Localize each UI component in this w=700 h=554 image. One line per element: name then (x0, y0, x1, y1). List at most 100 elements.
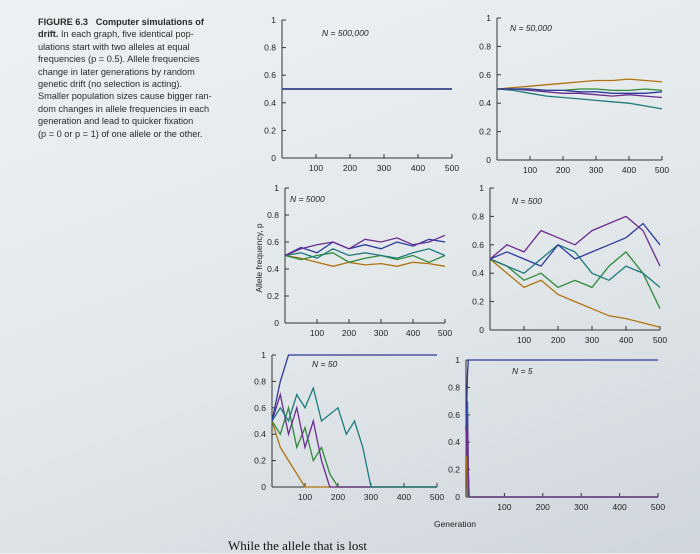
series-line-orange (284, 254, 446, 267)
y-tick-label: 0.8 (448, 382, 460, 392)
x-tick-label: 100 (523, 165, 537, 175)
x-tick-label: 200 (342, 328, 356, 338)
y-tick-label: 0.8 (472, 211, 484, 221)
series-line-purple (271, 392, 437, 488)
y-tick-label: 1 (479, 183, 484, 193)
panel-title: N = 50,000 (510, 23, 552, 33)
x-tick-label: 300 (377, 163, 391, 173)
y-tick-label: 0.4 (267, 264, 279, 274)
series-line-teal (271, 385, 437, 488)
x-tick-label: 400 (411, 163, 425, 173)
y-tick-label: 0.8 (264, 43, 276, 53)
series-line-purple (489, 215, 661, 267)
x-tick-label: 500 (438, 328, 452, 338)
x-tick-label: 200 (343, 163, 357, 173)
caption-line: Smaller population sizes cause bigger ra… (38, 91, 212, 102)
x-tick-label: 100 (298, 492, 312, 502)
x-tick-label: 100 (310, 328, 324, 338)
series-line-orange (271, 420, 437, 488)
series-line-green (465, 414, 658, 498)
y-tick-label: 0 (261, 482, 266, 492)
x-tick-label: 500 (430, 492, 444, 502)
x-tick-label: 300 (574, 502, 588, 512)
y-tick-label: 0.2 (254, 456, 266, 466)
figure-caption: FIGURE 6.3 Computer simulations of drift… (38, 16, 268, 140)
y-tick-label: 1 (271, 15, 276, 25)
x-tick-label: 400 (622, 165, 636, 175)
y-tick-label: 0.4 (472, 268, 484, 278)
x-tick-label: 500 (445, 163, 459, 173)
caption-line: frequencies (p = 0.5). Allele frequencie… (38, 54, 200, 65)
x-tick-label: 100 (497, 502, 511, 512)
x-tick-label: 200 (556, 165, 570, 175)
y-tick-label: 1 (455, 355, 460, 365)
caption-line: genetic drift (no selection is acting). (38, 79, 183, 90)
y-tick-label: 0.4 (479, 98, 491, 108)
x-tick-label: 500 (651, 502, 665, 512)
y-tick-label: 0.2 (267, 291, 279, 301)
series-line-orange (465, 428, 658, 498)
series-line-blue (489, 222, 661, 267)
x-tick-label: 500 (653, 335, 667, 345)
y-tick-label: 1 (274, 183, 279, 193)
y-tick-label: 0.2 (472, 297, 484, 307)
y-tick-label: 0.6 (254, 403, 266, 413)
x-tick-label: 100 (517, 335, 531, 345)
y-tick-label: 1 (486, 13, 491, 23)
caption-heading-end: drift. (38, 29, 59, 40)
caption-line: (p = 0 or p = 1) of one allele or the ot… (38, 128, 203, 139)
caption-line: ulations start with two alleles at equal (38, 41, 190, 52)
series-line-purple (465, 414, 658, 498)
series-line-purple (284, 234, 446, 257)
x-tick-label: 400 (406, 328, 420, 338)
y-tick-label: 1 (261, 350, 266, 360)
series-line-purple (497, 88, 663, 99)
caption-line: change in later generations by random (38, 66, 195, 77)
series-line-blue (271, 354, 437, 422)
series-line-blue (497, 88, 663, 94)
y-tick-label: 0.8 (254, 376, 266, 386)
series-line-blue (465, 359, 658, 429)
series-line-green (271, 405, 437, 488)
y-tick-label: 0.4 (254, 429, 266, 439)
x-tick-label: 200 (331, 492, 345, 502)
y-tick-label: 0.8 (479, 41, 491, 51)
x-tick-label: 300 (374, 328, 388, 338)
y-tick-label: 0.2 (479, 127, 491, 137)
y-tick-label: 0.4 (264, 98, 276, 108)
y-tick-label: 0 (274, 318, 279, 328)
x-tick-label: 400 (397, 492, 411, 502)
panel-title: N = 500,000 (322, 28, 369, 38)
y-tick-label: 0.6 (267, 237, 279, 247)
panel-title: N = 500 (512, 196, 542, 206)
caption-heading: Computer simulations of (95, 17, 204, 27)
series-line-orange (489, 258, 661, 328)
y-tick-label: 0.6 (479, 70, 491, 80)
panel-title: N = 5000 (290, 194, 325, 204)
x-tick-label: 200 (551, 335, 565, 345)
caption-line: generation and lead to quicker fixation (38, 116, 194, 127)
panel-title: N = 5 (512, 366, 533, 376)
x-tick-label: 200 (536, 502, 550, 512)
x-axis-label: Generation (434, 519, 476, 529)
y-tick-label: 0 (455, 492, 460, 502)
y-axis-label: Allele frequency, p (254, 223, 264, 293)
y-tick-label: 0.2 (448, 465, 460, 475)
x-tick-label: 300 (364, 492, 378, 502)
y-tick-label: 0.4 (448, 437, 460, 447)
series-line-green (489, 250, 661, 309)
caption-line: dom changes in allele frequencies in eac… (38, 103, 210, 114)
figure-label: FIGURE 6.3 (38, 17, 89, 27)
x-tick-label: 400 (613, 502, 627, 512)
x-tick-label: 300 (589, 165, 603, 175)
y-tick-label: 0 (271, 153, 276, 163)
series-line-teal (284, 248, 446, 259)
series-line-teal (496, 88, 663, 110)
x-tick-label: 500 (655, 165, 669, 175)
y-tick-label: 0 (479, 325, 484, 335)
body-text-fragment: While the allele that is lost (228, 538, 367, 553)
y-tick-label: 0.8 (267, 210, 279, 220)
y-tick-label: 0.6 (264, 70, 276, 80)
x-tick-label: 100 (309, 163, 323, 173)
